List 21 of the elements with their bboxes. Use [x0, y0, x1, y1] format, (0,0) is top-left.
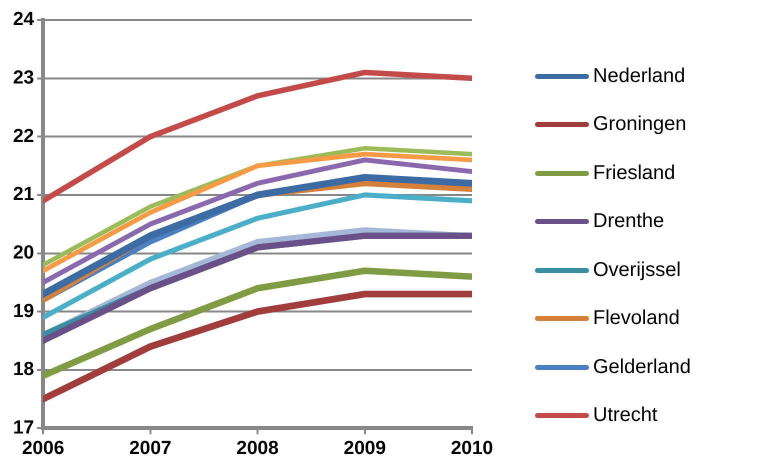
y-tick-label: 20 — [12, 242, 34, 264]
y-tick-label: 21 — [12, 184, 35, 206]
x-tick-label: 2008 — [236, 438, 279, 459]
y-tick-label: 22 — [12, 126, 34, 147]
x-tick-label: 2010 — [450, 438, 494, 459]
y-tick-label: 23 — [12, 68, 34, 89]
legend-label: Overijssel — [593, 258, 681, 282]
legend-label: Flevoland — [593, 307, 680, 330]
legend-label: Nederland — [593, 64, 686, 88]
legend-label: Utrecht — [593, 404, 658, 428]
y-tick-label: 17 — [12, 417, 34, 438]
legend-label: Gelderland — [593, 356, 691, 379]
x-tick-label: 2006 — [22, 438, 64, 459]
y-tick-label: 18 — [12, 359, 34, 380]
legend-label: Drenthe — [593, 210, 664, 234]
y-tick-label: 24 — [12, 9, 35, 30]
legend-label: Friesland — [593, 162, 676, 185]
y-tick-label: 19 — [12, 300, 34, 322]
x-tick-label: 2007 — [129, 438, 172, 459]
x-tick-label: 2009 — [344, 438, 386, 459]
legend-label: Groningen — [593, 113, 686, 136]
